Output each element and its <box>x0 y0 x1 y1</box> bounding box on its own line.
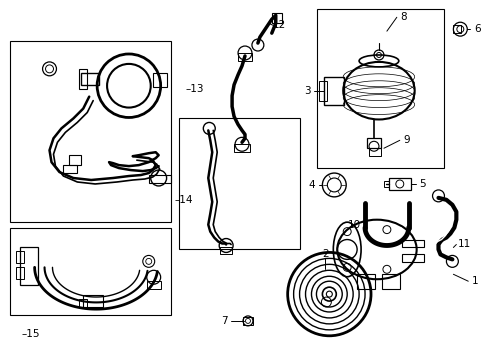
Text: 7: 7 <box>221 316 227 326</box>
Bar <box>16 267 24 279</box>
Bar <box>366 138 380 148</box>
Bar <box>271 13 281 23</box>
Text: 2: 2 <box>322 249 328 260</box>
Bar <box>20 247 38 285</box>
Bar <box>238 53 251 61</box>
Bar <box>16 251 24 264</box>
Text: 4: 4 <box>307 180 314 190</box>
Bar <box>243 317 252 325</box>
Bar <box>234 144 249 152</box>
Text: 3: 3 <box>304 86 310 96</box>
Text: –14: –14 <box>174 195 193 205</box>
Bar <box>79 299 87 307</box>
Bar <box>63 165 77 173</box>
Bar <box>152 73 166 87</box>
Bar <box>81 73 99 85</box>
Text: 11: 11 <box>457 239 470 249</box>
Bar <box>401 255 423 262</box>
Text: 6: 6 <box>473 24 480 34</box>
Bar <box>69 155 81 165</box>
Bar <box>401 239 423 247</box>
Text: –15: –15 <box>21 329 40 339</box>
Text: 1: 1 <box>471 276 478 286</box>
Text: 9: 9 <box>403 135 409 145</box>
Bar <box>452 25 460 33</box>
Bar <box>83 295 103 307</box>
Bar <box>10 228 170 315</box>
Bar <box>388 178 410 190</box>
Text: 10: 10 <box>347 220 360 230</box>
Bar <box>220 247 232 255</box>
Bar <box>368 148 380 156</box>
Bar <box>356 274 374 289</box>
Text: –13: –13 <box>185 84 203 94</box>
Bar <box>381 274 399 289</box>
Bar <box>324 77 344 105</box>
Bar <box>79 69 87 89</box>
Bar <box>146 281 161 289</box>
Bar <box>319 81 326 100</box>
Text: 8: 8 <box>400 12 406 22</box>
Bar <box>383 181 388 187</box>
Text: 5: 5 <box>418 179 425 189</box>
Bar <box>317 9 444 168</box>
Bar <box>10 41 170 222</box>
Text: 12: 12 <box>272 20 286 30</box>
Bar <box>148 175 170 183</box>
Bar <box>178 118 299 249</box>
